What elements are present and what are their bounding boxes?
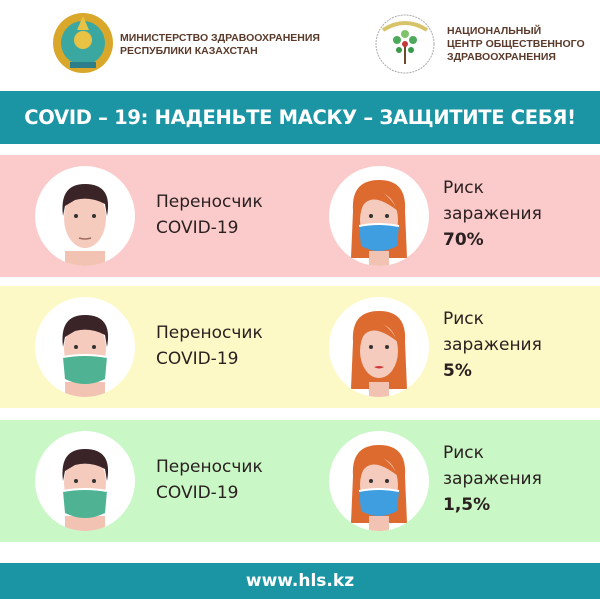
center-line1: НАЦИОНАЛЬНЫЙ [447, 25, 542, 37]
risk-label-line2: заражения [443, 335, 542, 355]
carrier-label-line2: COVID-19 [156, 218, 239, 238]
carrier-label-line2: COVID-19 [156, 483, 239, 503]
kazakhstan-emblem-icon [52, 10, 114, 76]
masked-man-icon [62, 449, 109, 531]
carrier-avatar [35, 431, 135, 531]
risk-label-line1: Риск [443, 443, 484, 463]
woman-icon [351, 311, 407, 397]
masked-woman-icon [351, 180, 407, 266]
risk-value: 70% [443, 230, 484, 250]
center-line2: ЦЕНТР ОБЩЕСТВЕННОГО [447, 38, 585, 50]
risk-label: Риск заражения 5% [443, 306, 542, 384]
risk-value: 5% [443, 361, 472, 381]
carrier-label-line2: COVID-19 [156, 349, 239, 369]
masked-woman-icon [351, 445, 407, 531]
risk-label: Риск заражения 70% [443, 175, 542, 253]
ministry-name: МИНИСТЕРСТВО ЗДРАВООХРАНЕНИЯ РЕСПУБЛИКИ … [120, 32, 320, 58]
masked-man-icon [62, 315, 109, 397]
ministry-line2: РЕСПУБЛИКИ КАЗАХСТАН [120, 45, 258, 57]
center-name: НАЦИОНАЛЬНЫЙ ЦЕНТР ОБЩЕСТВЕННОГО ЗДРАВОО… [447, 25, 585, 64]
carrier-label-line1: Переносчик [156, 323, 263, 343]
carrier-label-line1: Переносчик [156, 192, 263, 212]
ministry-line1: МИНИСТЕРСТВО ЗДРАВООХРАНЕНИЯ [120, 32, 320, 44]
recipient-avatar [329, 431, 429, 531]
recipient-avatar [329, 297, 429, 397]
website-link[interactable]: www.hls.kz [0, 563, 600, 599]
carrier-avatar [35, 166, 135, 266]
risk-label: Риск заражения 1,5% [443, 440, 542, 518]
risk-row: Переносчик COVID-19 Риск заражения 70% [0, 155, 600, 277]
risk-label-line2: заражения [443, 469, 542, 489]
carrier-label-line1: Переносчик [156, 457, 263, 477]
recipient-avatar [329, 166, 429, 266]
center-line3: ЗДРАВООХРАНЕНИЯ [447, 51, 556, 63]
risk-label-line1: Риск [443, 178, 484, 198]
carrier-label: Переносчик COVID-19 [156, 189, 263, 241]
carrier-label: Переносчик COVID-19 [156, 454, 263, 506]
tree-logo-icon [373, 12, 437, 76]
man-icon [62, 184, 109, 266]
risk-value: 1,5% [443, 495, 491, 515]
carrier-label: Переносчик COVID-19 [156, 320, 263, 372]
risk-label-line2: заражения [443, 204, 542, 224]
risk-row: Переносчик COVID-19 Риск заражения 5% [0, 286, 600, 408]
carrier-avatar [35, 297, 135, 397]
risk-row: Переносчик COVID-19 Риск заражения 1,5% [0, 420, 600, 542]
banner-title: COVID – 19: НАДЕНЬТЕ МАСКУ – ЗАЩИТИТЕ СЕ… [0, 91, 600, 144]
risk-label-line1: Риск [443, 309, 484, 329]
